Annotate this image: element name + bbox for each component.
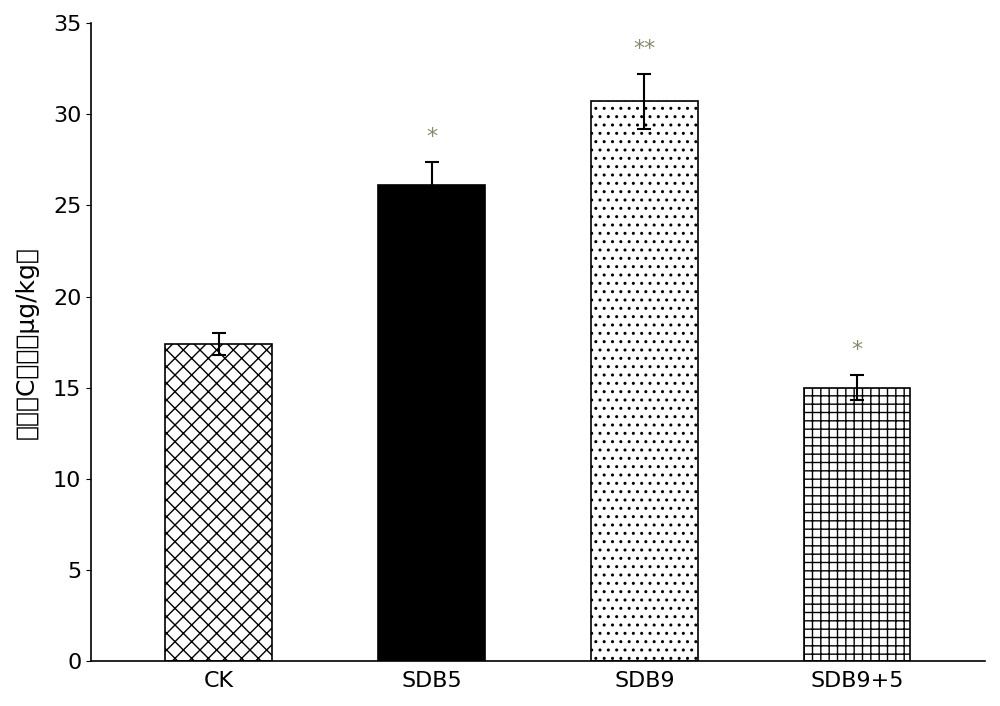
Bar <box>804 388 910 662</box>
Text: *: * <box>426 127 437 147</box>
Bar <box>165 344 272 662</box>
Bar <box>378 185 485 662</box>
Bar <box>591 102 698 662</box>
Text: **: ** <box>633 40 656 59</box>
Text: *: * <box>852 340 863 360</box>
Y-axis label: 维生素C含量（μg/kg）: 维生素C含量（μg/kg） <box>15 246 39 438</box>
